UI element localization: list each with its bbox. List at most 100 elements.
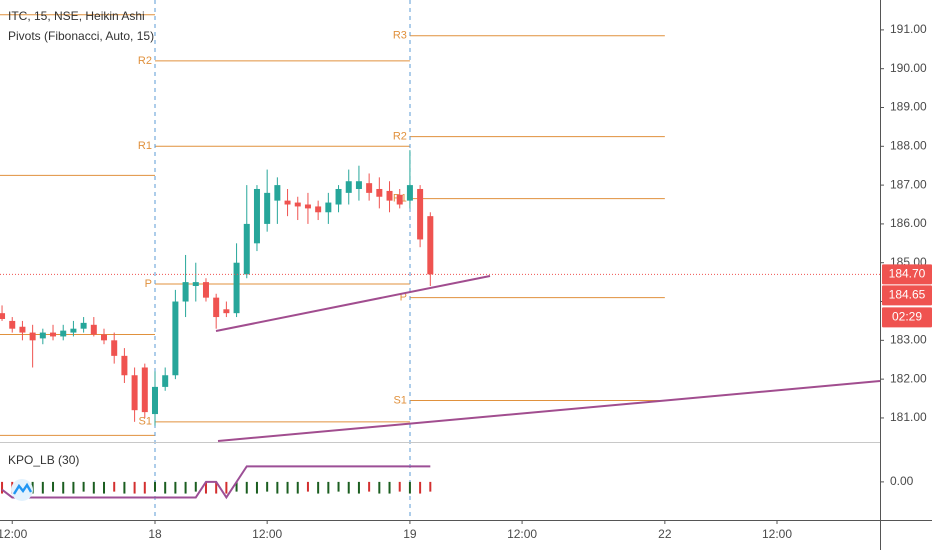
indicator-bar [153,481,156,492]
candles [0,150,434,426]
indicator-bar [388,481,391,494]
indicator-bar [103,481,106,494]
candle-body [151,386,158,415]
indicator-bar [52,481,55,492]
x-tick-label: 22 [658,527,672,541]
indicator-line [1,465,431,500]
candle-body [264,192,271,224]
price-tag: 184.65 [889,288,926,302]
candle-body [19,326,26,333]
indicator-bar [408,481,411,494]
indicator-bar [92,481,95,494]
candle-body [202,282,209,298]
candle-body [111,340,118,356]
candle-body [386,190,393,201]
pivots: R2R1PS1R3R2R1PS1 [0,14,665,436]
candle-body [29,332,36,341]
candle-body [366,183,373,193]
candle-body [162,375,169,387]
candle-body [90,324,97,335]
indicator-bar [123,481,126,494]
y-tick-label: 187.00 [890,177,927,191]
trend-line[interactable] [215,275,491,332]
last-price-tag: 184.70 [889,267,926,281]
indicator-bar [133,481,136,494]
indicator-bar [194,481,197,492]
countdown-tag: 02:29 [892,310,922,324]
legend-title: ITC, 15, NSE, Heikin Ashi [8,9,145,23]
axes: 181.00182.00183.00184.00185.00186.00187.… [0,22,932,541]
indicator-bar [164,481,167,494]
indicator-bar [276,481,279,494]
candle-body [223,309,230,314]
x-tick-label: 12:00 [252,527,282,541]
pivot-label: P [400,292,407,304]
candle-body [345,181,352,193]
candle-body [304,204,311,209]
candle-body [253,188,260,244]
indicator-bar [41,481,44,494]
candle-body [233,262,240,314]
candle-body [141,367,148,413]
indicator-bar [235,481,238,492]
indicator-bar [357,481,360,494]
indicator-bar [306,481,309,492]
indicator-bar [429,481,432,492]
candle-body [335,188,342,205]
logo [11,479,33,501]
candle-body [406,185,413,201]
indicator-y-tick-label: 0.00 [890,474,914,488]
pivot-label: R1 [138,140,152,152]
x-tick-label: 12:00 [0,527,28,541]
candle-body [70,328,77,333]
indicator-bar [398,481,401,492]
indicator-bar [72,481,75,494]
indicator-bar [245,481,248,494]
indicator-bar [113,481,116,492]
indicator-bar [368,481,371,492]
pivot-label: S1 [139,416,152,428]
y-tick-label: 182.00 [890,371,927,385]
y-tick-label: 181.00 [890,410,927,424]
y-tick-label: 190.00 [890,61,927,75]
x-tick-label: 12:00 [762,527,792,541]
y-tick-label: 188.00 [890,138,927,152]
candle-body [325,202,332,213]
pivot-label: S1 [393,394,406,406]
candle-body [192,282,199,286]
candle-body [243,223,250,275]
candle-body [213,297,220,318]
indicator-bar [174,481,177,494]
candle-body [39,332,46,339]
indicator-bar [225,481,228,494]
indicator-bar [286,481,289,494]
indicator-bar [143,481,146,494]
candle-body [50,332,57,337]
indicator-title: KPO_LB (30) [8,453,79,467]
candle-body [427,216,434,275]
candle-body [417,188,424,240]
indicator-bar [347,481,350,494]
x-tick-label: 18 [148,527,162,541]
indicator-bar [317,481,320,494]
candle-body [121,355,128,376]
y-tick-label: 191.00 [890,22,927,36]
candle-body [182,282,189,302]
indicator-bar [215,481,218,494]
countdown-tag-bg [882,307,932,328]
candle-body [315,206,322,213]
price-tag-bg [882,285,932,306]
candle-body [294,202,301,207]
trend-line[interactable] [217,380,881,442]
candle-body [376,188,383,197]
candle-body [0,313,6,319]
x-tick-label: 19 [403,527,417,541]
indicator-bar [255,481,258,494]
indicator-bar [204,481,207,494]
indicator-bar [184,481,187,494]
x-tick-label: 12:00 [507,527,537,541]
candle-body [101,334,108,341]
indicator-bar [327,481,330,494]
